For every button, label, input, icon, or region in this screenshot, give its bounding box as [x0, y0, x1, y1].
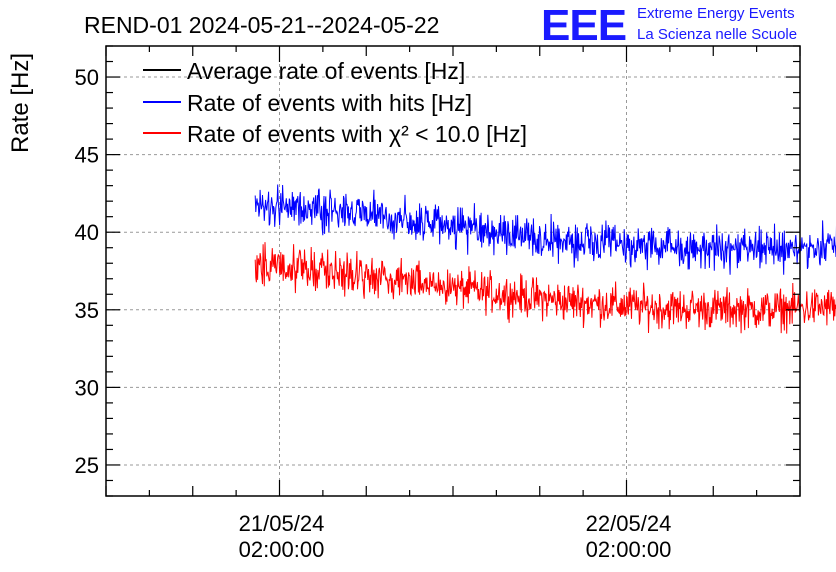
series-line-1 — [254, 184, 836, 275]
y-tick-label: 40 — [75, 220, 99, 245]
axis-ticks — [105, 45, 801, 497]
logo-letters: EEE — [541, 1, 626, 50]
logo-line2: La Scienza nelle Scuole — [637, 26, 797, 43]
y-tick-label: 50 — [75, 65, 99, 90]
y-tick-label: 25 — [75, 453, 99, 478]
x-tick-date: 21/05/24 — [239, 511, 325, 536]
series-line-2 — [254, 242, 836, 334]
chart-title: REND-01 2024-05-21--2024-05-22 — [84, 12, 439, 38]
legend-label-hits: Rate of events with hits [Hz] — [187, 90, 472, 116]
legend-label-average: Average rate of events [Hz] — [187, 58, 465, 84]
y-tick-label: 35 — [75, 298, 99, 323]
y-tick-label: 30 — [75, 375, 99, 400]
y-tick-label: 45 — [75, 143, 99, 168]
series-group — [254, 184, 836, 334]
legend-label-chi2: Rate of events with χ² < 10.0 [Hz] — [187, 121, 527, 147]
eee-logo: EEE Extreme Energy Events La Scienza nel… — [541, 1, 797, 50]
legend: Average rate of events [Hz] Rate of even… — [143, 58, 527, 147]
x-tick-labels: 21/05/2402:00:0022/05/2402:00:0023/05/24… — [239, 511, 672, 562]
x-tick-time: 02:00:00 — [586, 537, 672, 562]
y-axis-label: Rate [Hz] — [7, 53, 34, 153]
x-tick-date: 22/05/24 — [586, 511, 672, 536]
y-tick-labels: 25 30 35 40 45 50 — [75, 65, 99, 478]
logo-line1: Extreme Energy Events — [637, 5, 795, 22]
x-tick-time: 02:00:00 — [239, 537, 325, 562]
